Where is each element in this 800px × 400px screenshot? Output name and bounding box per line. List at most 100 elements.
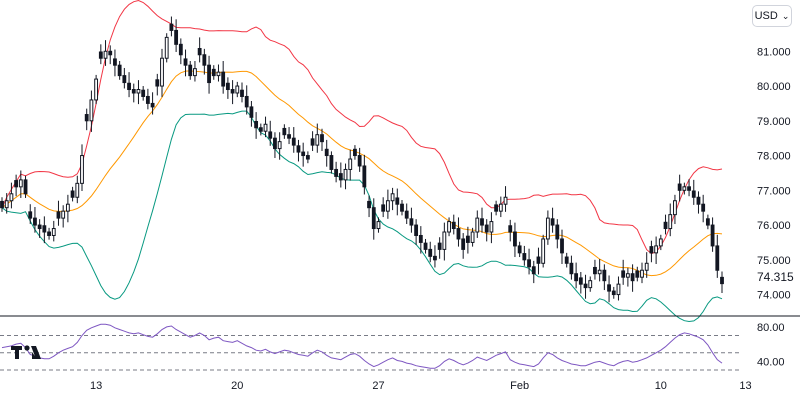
rsi-axis: 40.00 80.00 [757,322,785,368]
candle-body [305,155,310,160]
candle-body [644,262,649,271]
time-tick-label: Feb [510,380,529,392]
time-axis: 13 20 27 Feb 10 13 [90,380,752,392]
candle-body [4,200,9,209]
candle-body [273,137,277,150]
candle-body [28,211,33,219]
candle-body [640,269,644,278]
candle-body [37,224,42,230]
candle-body [108,50,113,56]
candle-body [668,214,673,230]
candle-body [131,89,136,94]
candle-body [249,106,254,118]
candle-body [9,193,14,202]
candle-body [320,134,324,143]
candle-body [555,224,560,240]
candle-body [310,138,315,146]
candle-body [113,58,117,66]
candle-body [658,238,663,247]
bollinger-bands [1,0,723,323]
candle-body [18,179,23,188]
candle-body [696,196,701,205]
candle-body [602,269,607,282]
rsi-indicator [1,323,723,369]
rsi-tick-label: 40.00 [757,356,785,368]
candle-body [385,200,390,212]
candle-body [588,280,593,289]
candle-body [513,231,517,247]
candle-body [353,148,357,157]
candle-body [578,277,583,285]
candle-body [433,255,437,261]
candle-body [395,197,400,205]
candle-body [84,114,89,122]
price-axis: 74.000 75.000 76.000 77.000 78.000 79.000 80.0… [757,46,791,301]
candle-body [150,102,155,108]
candle-body [334,168,339,177]
candle-body [705,218,710,226]
currency-selector[interactable]: USD ⌄ [752,5,792,27]
candle-body [414,224,419,236]
candle-body [508,225,513,233]
tradingview-logo-icon[interactable] [10,342,44,362]
candle-body [33,217,37,226]
candle-body [371,207,376,230]
candle-body [178,43,183,56]
candle-body [263,123,268,132]
candle-body [141,89,146,97]
candle-body [14,180,19,188]
candle-body [329,155,334,170]
candle-body [673,200,677,216]
candle-body [404,210,409,219]
candle-body [447,221,451,233]
candle-body [338,173,343,181]
candle-body [400,203,404,212]
candle-body [621,270,626,278]
candle-body [225,82,230,91]
candle-body [545,217,550,240]
candle-body [635,270,640,278]
candle-body [94,78,99,101]
candle-body [235,85,240,94]
candle-body [56,211,61,219]
candle-body [470,231,475,243]
candle-body [630,273,635,282]
candle-body [687,186,691,191]
candle-body [682,186,687,191]
candle-body [569,262,574,275]
bollinger-upper-band [1,0,723,255]
price-tick-label: 75.000 [757,255,791,267]
candle-body [480,218,484,226]
candle-body [593,266,597,275]
candle-body [498,203,503,212]
candle-body [465,235,470,243]
candle-body [663,221,668,230]
candle-body [183,58,188,66]
time-tick-label: 10 [655,380,667,392]
candle-body [616,283,621,296]
candle-body [23,179,28,195]
candle-body [691,190,696,198]
candle-body [169,23,174,31]
time-tick-label: 27 [372,380,384,392]
time-tick-label: 13 [90,380,102,392]
candle-body [423,242,428,250]
currency-label: USD [754,10,778,22]
candle-body [560,238,564,254]
candle-body [197,48,202,56]
candle-body [127,82,131,91]
last-price-label: 74.315 [754,268,797,286]
candle-body [0,200,4,209]
candle-body [428,248,433,257]
price-tick-label: 78.000 [757,151,791,163]
candle-body [625,273,630,278]
candle-body [282,127,287,136]
price-tick-label: 76.000 [757,220,791,232]
candle-body [122,75,127,84]
candle-body [221,71,226,87]
price-tick-label: 80.000 [757,81,791,93]
price-tick-label: 74.000 [757,290,791,302]
candle-body [75,182,80,198]
candle-body [315,134,320,146]
